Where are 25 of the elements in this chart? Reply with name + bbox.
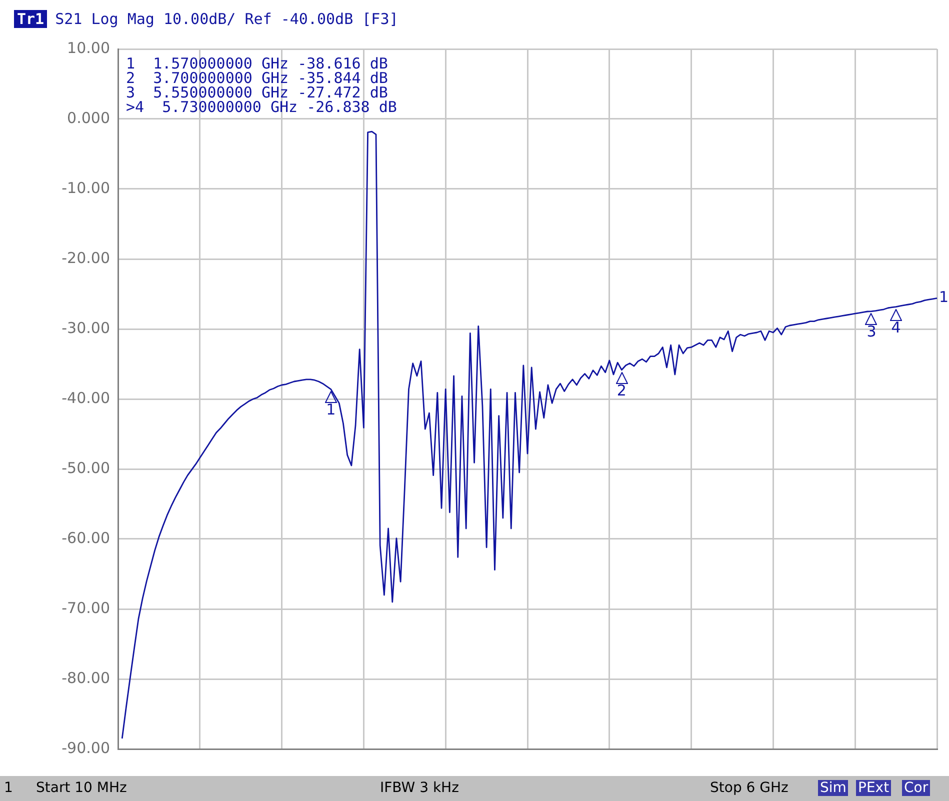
text: Start 10 MHz	[36, 780, 127, 796]
y-tick-label: 0.000	[67, 108, 110, 127]
y-tick-label: 10.00	[67, 38, 110, 57]
text: IFBW 3 kHz	[380, 780, 459, 796]
y-tick-label: -90.00	[62, 738, 110, 757]
annotation: 2	[616, 381, 626, 400]
text: 1	[4, 780, 13, 796]
annotation: 1	[326, 400, 336, 419]
y-tick-label: -60.00	[62, 528, 110, 547]
y-tick-label: -30.00	[62, 318, 110, 337]
text: Tr1	[14, 10, 48, 28]
annotation: 3	[866, 322, 876, 341]
y-tick-label: -70.00	[62, 598, 110, 617]
annotation: 4	[891, 318, 901, 336]
y-tick-label: -40.00	[62, 388, 110, 407]
text: 1	[939, 288, 949, 306]
text: PExt	[856, 780, 892, 796]
text: Sim	[818, 780, 848, 796]
y-tick-label: -20.00	[62, 248, 110, 267]
y-tick-label: -50.00	[62, 458, 110, 477]
text: Cor	[902, 780, 930, 796]
y-tick-label: -80.00	[62, 668, 110, 687]
chart-title: S21 Log Mag 10.00dB/ Ref -40.00dB [F3]	[55, 10, 398, 28]
text: Stop 6 GHz	[710, 780, 788, 796]
y-tick-label: -10.00	[62, 178, 110, 197]
